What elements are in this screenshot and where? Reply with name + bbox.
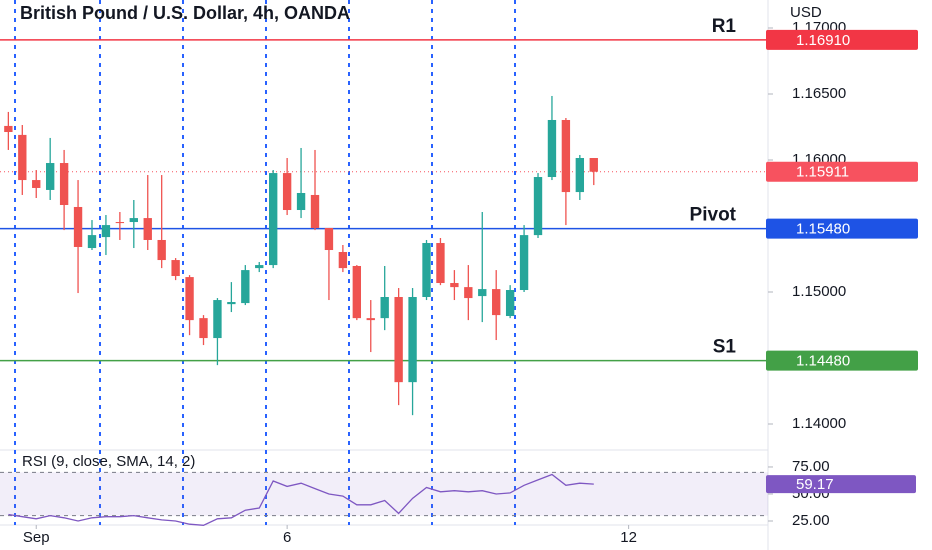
level-tag-label: 1.15480 xyxy=(796,221,850,238)
candle-body xyxy=(505,290,515,317)
day-dividers xyxy=(14,0,516,525)
level-tag xyxy=(766,29,918,50)
chart-title: British Pound / U.S. Dollar, 4h, OANDA xyxy=(20,3,350,23)
last-price-label: 1.15911 xyxy=(796,164,849,181)
candle-body xyxy=(171,260,180,277)
rsi-band xyxy=(0,472,768,516)
candle-body xyxy=(18,134,27,181)
level-tag xyxy=(766,218,918,239)
candle-body xyxy=(478,289,487,297)
candle-body xyxy=(45,163,55,190)
candle-body xyxy=(101,225,111,238)
candle-body xyxy=(213,300,222,339)
candle-body xyxy=(269,173,278,266)
rsi-tag-label: 59.17 xyxy=(796,476,834,493)
candle-body xyxy=(115,222,125,224)
candle-body xyxy=(143,218,152,240)
candle-body xyxy=(533,177,543,236)
last-price-tag xyxy=(766,161,918,182)
candle-body xyxy=(450,283,459,288)
candle-body xyxy=(32,180,41,188)
candle-body xyxy=(575,158,585,193)
level-tag xyxy=(766,350,918,371)
candle-body xyxy=(380,297,389,319)
rsi-title: RSI (9, close, SMA, 14, 2) xyxy=(22,453,195,470)
candle-body xyxy=(185,277,194,321)
rsi-tick-label: 75.00 xyxy=(792,458,830,475)
candle-body xyxy=(492,289,501,316)
currency-label: USD xyxy=(790,4,822,21)
x-tick-label: Sep xyxy=(23,529,50,546)
candle-body xyxy=(408,297,417,383)
candle-body xyxy=(282,173,292,211)
candle-body xyxy=(59,163,69,206)
candle-body xyxy=(422,243,431,298)
candle-body xyxy=(241,270,250,304)
candle-body xyxy=(87,235,97,249)
candle-body xyxy=(324,227,334,251)
candle-body xyxy=(199,318,208,339)
candle-body xyxy=(129,218,138,223)
candle-body xyxy=(157,239,166,261)
candle-body xyxy=(227,302,236,305)
candle-body xyxy=(519,235,529,291)
candle-body xyxy=(73,206,83,247)
level-tag-label: 1.16910 xyxy=(796,32,850,49)
candle-body xyxy=(547,119,557,178)
rsi-line xyxy=(8,473,594,526)
candle-body xyxy=(436,243,445,284)
candle-body xyxy=(589,158,598,172)
candle-body xyxy=(296,192,306,211)
candle-body xyxy=(255,265,264,269)
plot-layer xyxy=(0,39,768,526)
x-tick-label: 12 xyxy=(620,529,637,546)
level-tag-label: 1.14480 xyxy=(796,353,850,370)
candle-body xyxy=(464,287,473,299)
rsi-tick-label: 25.00 xyxy=(792,512,830,529)
candle-body xyxy=(366,318,375,321)
candle-body xyxy=(310,194,320,228)
y-tick-label: 1.16500 xyxy=(792,85,846,102)
rsi-tag xyxy=(766,475,916,494)
y-tick-label: 1.15000 xyxy=(792,283,846,300)
candle-body xyxy=(4,125,13,133)
level-name: R1 xyxy=(712,16,737,37)
candle-body xyxy=(561,119,571,193)
candle-body xyxy=(394,297,403,383)
candle-body xyxy=(352,265,362,319)
x-tick-label: 6 xyxy=(283,529,291,546)
level-name: Pivot xyxy=(690,205,737,226)
candle-body xyxy=(338,251,348,269)
level-name: S1 xyxy=(713,337,737,358)
y-tick-label: 1.14000 xyxy=(792,415,846,432)
